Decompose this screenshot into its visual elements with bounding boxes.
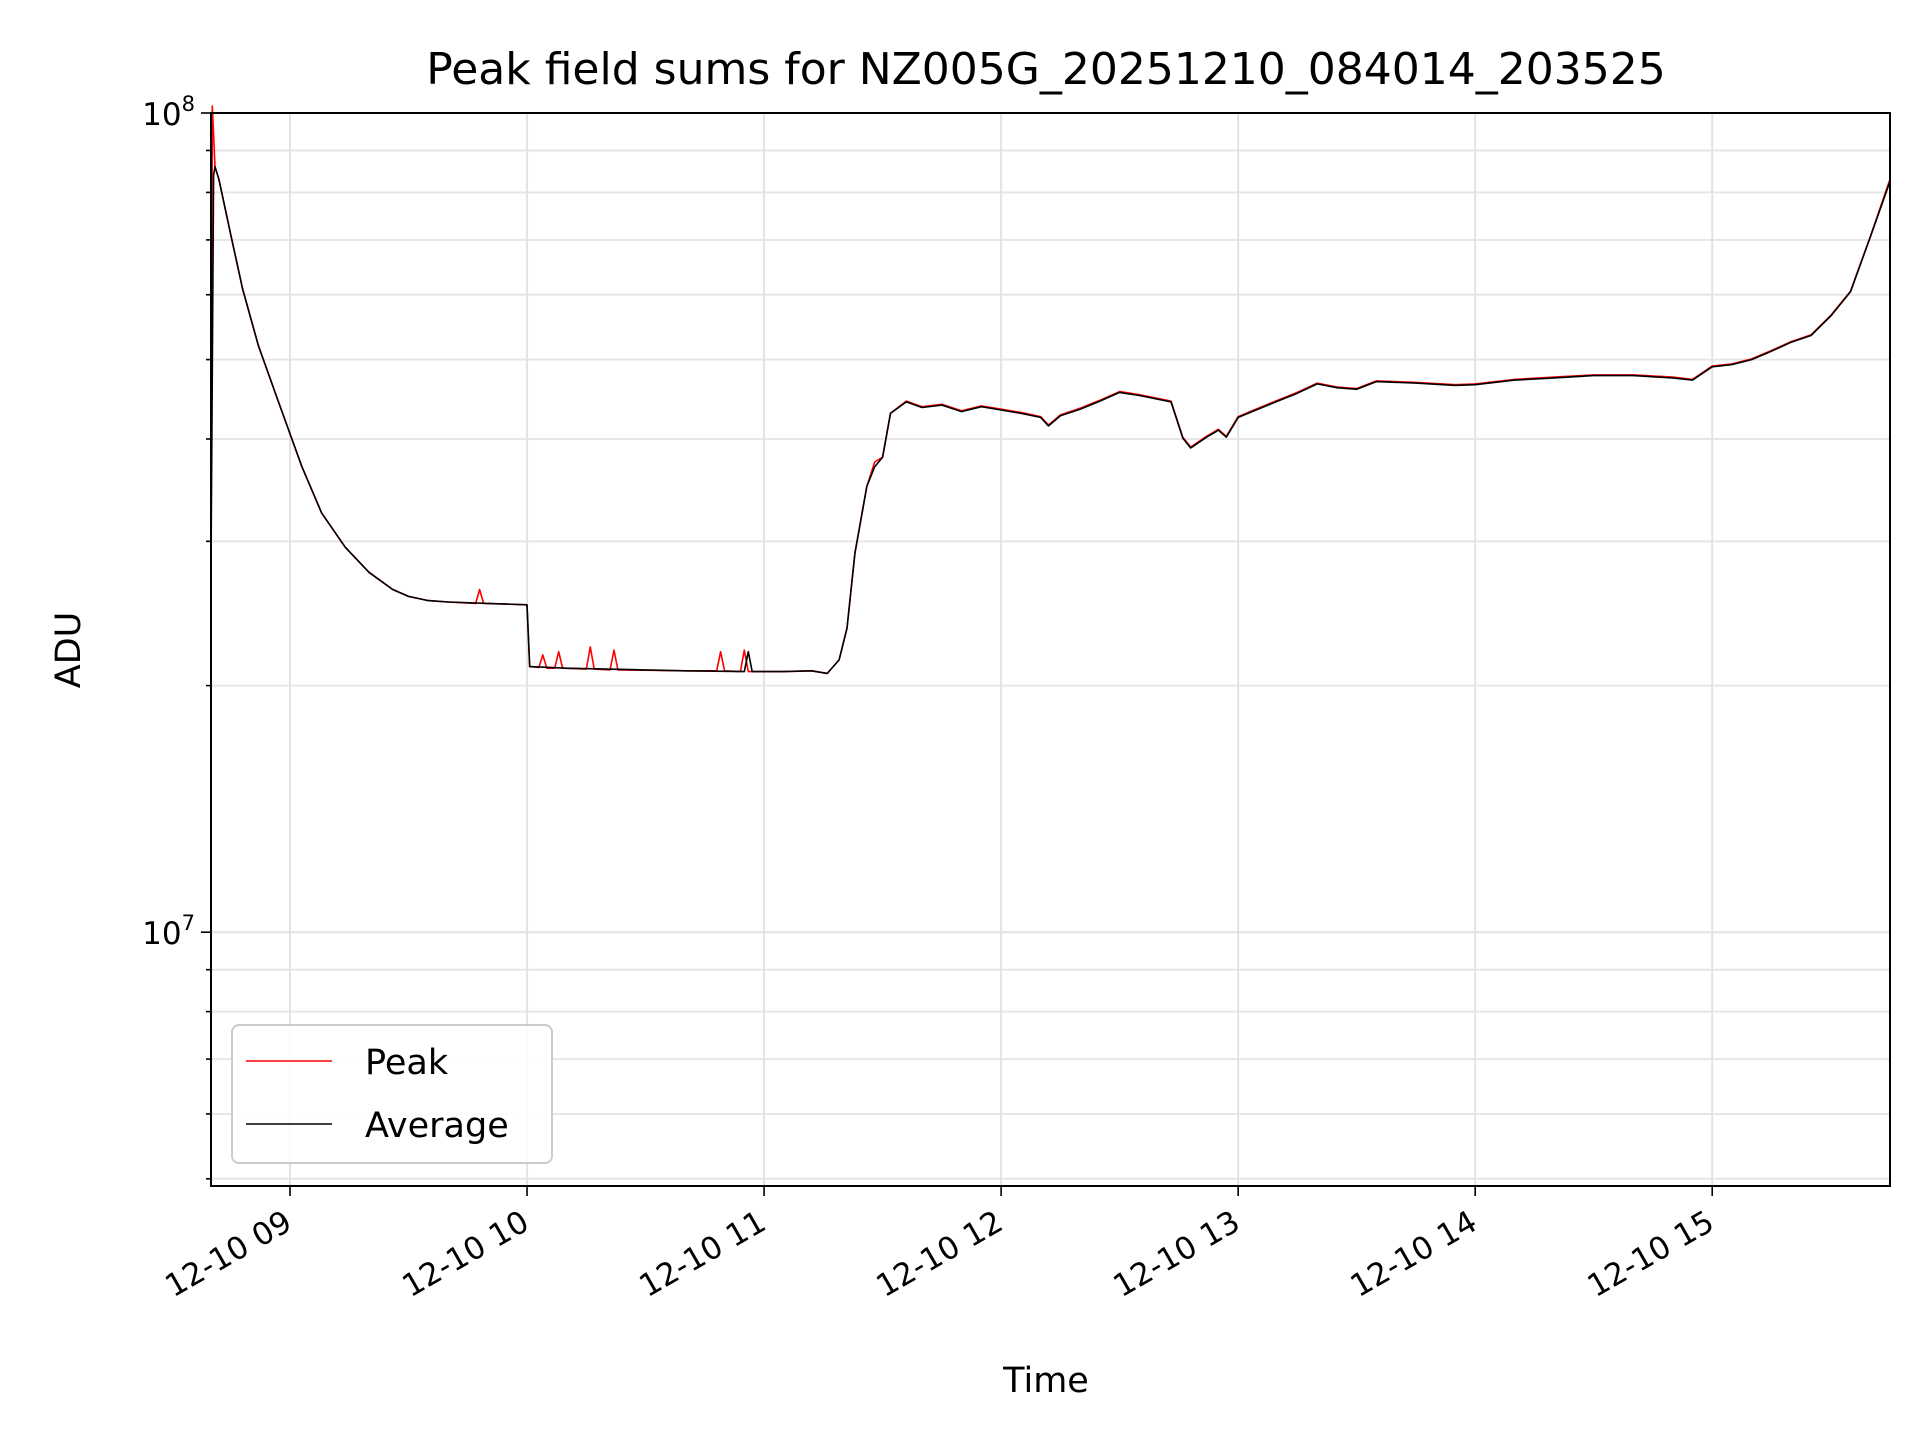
- y-tick-label-base: 10: [142, 97, 181, 133]
- x-axis-label: Time: [1002, 1361, 1089, 1401]
- y-axis-label: ADU: [49, 612, 89, 689]
- chart-title: Peak field sums for NZ005G_20251210_0840…: [426, 44, 1665, 95]
- legend-label-peak: Peak: [365, 1043, 449, 1083]
- y-tick-label: 108: [142, 92, 195, 133]
- legend-label-average: Average: [365, 1106, 509, 1146]
- legend: Peak Average: [231, 1024, 553, 1164]
- plot-lines: [210, 105, 1891, 675]
- y-tick-label-base: 10: [142, 916, 181, 952]
- plot-frame: [210, 112, 1891, 1187]
- y-tick-label-exponent: 7: [182, 911, 195, 935]
- legend-box: [231, 1024, 553, 1164]
- y-tick-label: 107: [142, 911, 195, 952]
- y-tick-label-exponent: 8: [182, 92, 195, 116]
- series-line-average: [210, 165, 1891, 675]
